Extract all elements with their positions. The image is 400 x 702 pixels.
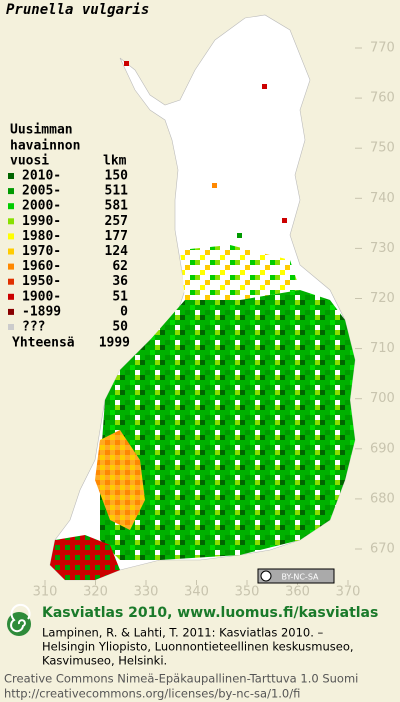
legend-count: 124 — [105, 244, 129, 259]
obs-cell — [212, 183, 217, 188]
observations-west — [95, 430, 145, 530]
legend-heading: vuosi — [10, 154, 49, 169]
y-tick-label: 750 — [370, 141, 395, 156]
x-tick-label: 330 — [134, 585, 159, 600]
y-tick-label: 700 — [370, 391, 395, 406]
legend-label: 2000- — [22, 199, 61, 214]
legend-total-label: Yhteensä — [12, 336, 75, 351]
legend-swatch — [8, 293, 14, 300]
y-tick-label: 680 — [370, 491, 395, 506]
citation-line: Helsingin Yliopisto, Luonnontieteellinen… — [42, 640, 354, 654]
legend-label: 1970- — [22, 244, 61, 259]
legend-label: 2010- — [22, 169, 61, 184]
legend-swatch — [8, 308, 14, 315]
x-tick-label: 350 — [235, 585, 260, 600]
legend-label: 2005- — [22, 184, 61, 199]
license-badge-text: BY-NC-SA — [281, 573, 319, 582]
obs-cell — [237, 233, 242, 238]
legend-count: 62 — [112, 259, 128, 274]
finland-map — [49, 14, 356, 581]
observations-mid — [180, 245, 300, 300]
obs-cell — [282, 218, 287, 223]
legend-count: 150 — [105, 169, 129, 184]
y-tick-label: 740 — [370, 191, 395, 206]
license-line: http://creativecommons.org/licenses/by-n… — [4, 687, 300, 701]
y-axis: 770 760 750 740 730 720 710 700 690 680 670 — [355, 41, 395, 557]
citation-line: Kasvimuseo, Helsinki. — [42, 654, 167, 668]
license-badge: BY-NC-SA — [257, 568, 335, 584]
y-tick-label: 730 — [370, 241, 395, 256]
observations-south — [100, 290, 355, 560]
legend-swatch — [8, 248, 14, 255]
y-tick-label: 720 — [370, 291, 395, 306]
legend-label: 1990- — [22, 214, 61, 229]
legend-count: 51 — [112, 289, 128, 304]
legend-count: 511 — [105, 184, 129, 199]
legend-label: 1950- — [22, 274, 61, 289]
x-axis: 310 320 330 340 350 360 370 — [33, 580, 361, 600]
legend-count: 0 — [120, 304, 128, 319]
legend-swatch — [8, 324, 14, 330]
legend-swatch — [8, 203, 14, 210]
y-tick-label: 670 — [370, 542, 395, 557]
observations-southwest — [50, 535, 120, 580]
legend-swatch — [8, 218, 14, 225]
legend-label: 1900- — [22, 289, 61, 304]
legend-count-heading: lkm — [103, 154, 127, 169]
x-tick-label: 320 — [83, 585, 108, 600]
obs-cell — [262, 84, 267, 89]
legend-swatch — [8, 263, 14, 270]
legend-count: 177 — [105, 229, 128, 244]
license-line: Creative Commons Nimeä-Epäkaupallinen-Ta… — [4, 672, 358, 686]
legend-count: 36 — [112, 274, 128, 289]
y-tick-label: 710 — [370, 341, 395, 356]
x-tick-label: 340 — [184, 585, 209, 600]
logo — [7, 603, 31, 636]
x-tick-label: 310 — [33, 585, 58, 600]
legend-swatch — [8, 233, 14, 240]
citation-line: Lampinen, R. & Lahti, T. 2011: Kasviatla… — [42, 626, 324, 640]
legend-count: 50 — [112, 320, 128, 335]
footer-heading: Kasviatlas 2010, www.luomus.fi/kasviatla… — [42, 605, 378, 621]
legend-label: 1960- — [22, 259, 61, 274]
legend: Uusimman havainnon vuosi lkm Yhteensä 19… — [8, 123, 130, 351]
legend-label: -1899 — [22, 304, 61, 319]
y-tick-label: 760 — [370, 91, 395, 106]
x-tick-label: 360 — [285, 585, 310, 600]
legend-count: 581 — [105, 199, 129, 214]
legend-swatch — [8, 173, 14, 179]
x-tick-label: 370 — [336, 585, 361, 600]
legend-heading: Uusimman — [10, 123, 73, 138]
species-title: Prunella vulgaris — [6, 2, 149, 18]
obs-cell — [124, 61, 129, 66]
y-tick-label: 690 — [370, 441, 395, 456]
legend-label: ??? — [22, 320, 45, 335]
legend-heading: havainnon — [10, 139, 80, 154]
legend-label: 1980- — [22, 229, 61, 244]
legend-swatch — [8, 278, 14, 285]
legend-swatch — [8, 188, 14, 195]
y-tick-label: 770 — [370, 41, 395, 56]
legend-total: 1999 — [99, 336, 130, 351]
legend-count: 257 — [105, 214, 128, 229]
